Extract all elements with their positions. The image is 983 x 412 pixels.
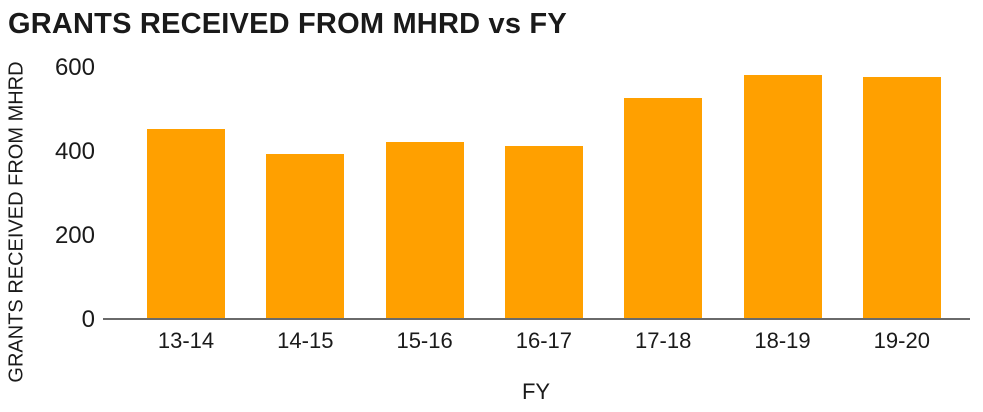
x-tick-label: 17-18 — [635, 328, 692, 353]
bar-18-19 — [743, 75, 822, 318]
y-tick-label: 200 — [54, 222, 95, 250]
y-tick-label: 400 — [54, 138, 95, 166]
bar-17-18 — [624, 98, 703, 318]
bar-19-20 — [862, 77, 941, 318]
y-tick-label: 0 — [81, 306, 95, 333]
chart-title: GRANTS RECEIVED FROM MHRD vs FY — [8, 8, 567, 40]
y-tick-label: 600 — [54, 54, 95, 82]
plot-area — [103, 60, 970, 320]
bar-16-17 — [504, 146, 583, 318]
y-axis-title: GRANTS RECEIVED FROM MHRD — [5, 61, 28, 383]
x-tick-label: 15-16 — [396, 328, 453, 353]
bar-15-16 — [385, 142, 464, 318]
x-tick-label: 18-19 — [754, 328, 811, 353]
x-tick-label: 14-15 — [277, 328, 334, 353]
x-tick-label: 13-14 — [157, 328, 215, 353]
x-tick-label: 16-17 — [515, 328, 573, 353]
bar-14-15 — [266, 154, 345, 318]
x-axis-title: FY — [521, 379, 551, 404]
x-tick-label: 19-20 — [873, 328, 930, 353]
bar-13-14 — [147, 129, 225, 318]
